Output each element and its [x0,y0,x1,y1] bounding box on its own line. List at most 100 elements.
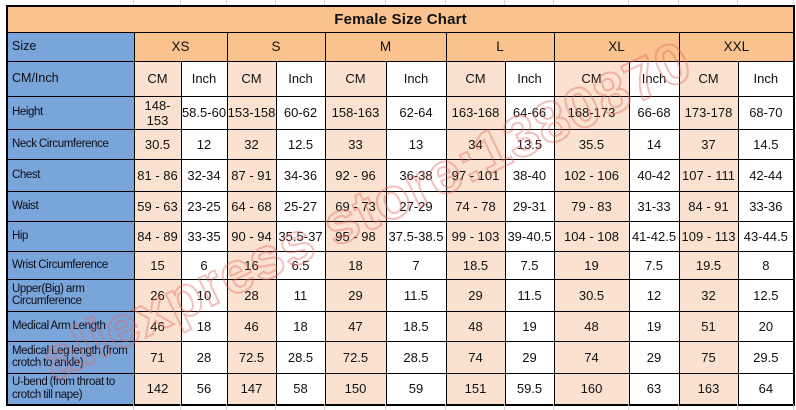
unit-header-inch: Inch [504,60,555,97]
data-cell: 58 [275,372,326,406]
data-cell: 12 [180,128,228,160]
gridline-tick [553,0,554,5]
size-header-xs: XS [133,31,228,62]
data-cell: 13.5 [504,128,555,160]
data-cell: 51 [678,310,739,342]
data-cell: 97 - 101 [445,158,506,192]
unit-header-cm: CM [133,60,182,97]
unit-header-inch: Inch [628,60,680,97]
data-cell: 153-158 [226,95,277,130]
data-cell: 64-66 [504,95,555,130]
data-cell: 28 [226,278,277,312]
data-cell: 23-25 [180,190,228,222]
size-header-xxl: XXL [678,31,795,62]
data-cell: 19 [628,310,680,342]
row-label: Medical Leg length (from crotch to ankle… [6,340,135,374]
data-cell: 59.5 [504,372,555,406]
data-cell: 92 - 96 [324,158,387,192]
table-row: Height 148-153 58.5-60 153-158 60-62 158-163 6… [6,95,795,130]
data-cell: 30.5 [133,128,182,160]
female-size-chart-table: Female Size Chart Size XS S M L XL XXL C… [6,5,796,406]
data-cell: 148-153 [133,95,182,130]
table-row: Chest 81 - 86 32-34 87 - 91 34-36 92 - 96 36-3… [6,158,795,192]
gridline-tick [628,0,629,5]
data-cell: 15 [133,250,182,280]
data-cell: 29 [504,340,555,374]
data-cell: 109 - 113 [678,220,739,252]
data-cell: 42-44 [737,158,795,192]
gridline-tick [180,0,181,5]
data-cell: 12.5 [737,278,795,312]
data-cell: 48 [445,310,506,342]
row-label: Hip [6,220,135,252]
data-cell: 35.5-37 [275,220,326,252]
gridline-tick [324,0,325,5]
data-cell: 11.5 [504,278,555,312]
table-row: Upper(Big) arm Circumference 26 10 28 11 29 11… [6,278,795,312]
table-row: Wrist Circumference 15 6 16 6.5 18 7 18.5 7.5 19 7… [6,250,795,280]
gridline-tick [793,0,794,5]
data-cell: 71 [133,340,182,374]
data-cell: 33 [324,128,387,160]
data-cell: 29-31 [504,190,555,222]
data-cell: 60-62 [275,95,326,130]
data-cell: 20 [737,310,795,342]
data-cell: 72.5 [226,340,277,374]
unit-header-inch: Inch [737,60,795,97]
data-cell: 34-36 [275,158,326,192]
gridline-tick [133,404,134,410]
data-cell: 18.5 [445,250,506,280]
data-cell: 74 [553,340,630,374]
data-cell: 173-178 [678,95,739,130]
data-cell: 35.5 [553,128,630,160]
unit-header-cm: CM [678,60,739,97]
data-cell: 64 - 68 [226,190,277,222]
gridline-tick [275,0,276,5]
data-cell: 95 - 98 [324,220,387,252]
unit-header-cm: CM [553,60,630,97]
row-label: Height [6,95,135,130]
data-cell: 64 [737,372,795,406]
data-cell: 37 [678,128,739,160]
data-cell: 48 [553,310,630,342]
data-cell: 163 [678,372,739,406]
gridline-tick [504,0,505,5]
size-row-label: Size [6,31,135,62]
gridline-tick [553,404,554,410]
table-row: Medical Arm Length 46 18 46 18 47 18.5 48 19 48 19… [6,310,795,342]
data-cell: 6.5 [275,250,326,280]
data-cell: 46 [133,310,182,342]
data-cell: 79 - 83 [553,190,630,222]
chart-title: Female Size Chart [6,5,795,33]
unit-header-inch: Inch [180,60,228,97]
data-cell: 40-42 [628,158,680,192]
data-cell: 18 [275,310,326,342]
data-cell: 39-40.5 [504,220,555,252]
data-cell: 90 - 94 [226,220,277,252]
data-cell: 37.5-38.5 [385,220,447,252]
gridline-tick [504,404,505,410]
gridline-tick [737,404,738,410]
data-cell: 28 [180,340,228,374]
data-cell: 18.5 [385,310,447,342]
data-cell: 29 [324,278,387,312]
data-cell: 163-168 [445,95,506,130]
data-cell: 66-68 [628,95,680,130]
size-header-m: M [324,31,447,62]
row-label: Wrist Circumference [6,250,135,280]
row-label: Upper(Big) arm Circumference [6,278,135,312]
data-cell: 18 [180,310,228,342]
size-header-xl: XL [553,31,680,62]
gridline-tick [445,0,446,5]
gridline-tick [226,404,227,410]
table-row: Hip 84 - 89 33-35 90 - 94 35.5-37 95 - 98 37.5… [6,220,795,252]
data-cell: 107 - 111 [678,158,739,192]
data-cell: 32 [678,278,739,312]
data-cell: 102 - 106 [553,158,630,192]
size-header-s: S [226,31,326,62]
data-cell: 32-34 [180,158,228,192]
data-cell: 14.5 [737,128,795,160]
title-row: Female Size Chart [6,5,795,33]
data-cell: 69 - 73 [324,190,387,222]
gridline-tick [385,404,386,410]
